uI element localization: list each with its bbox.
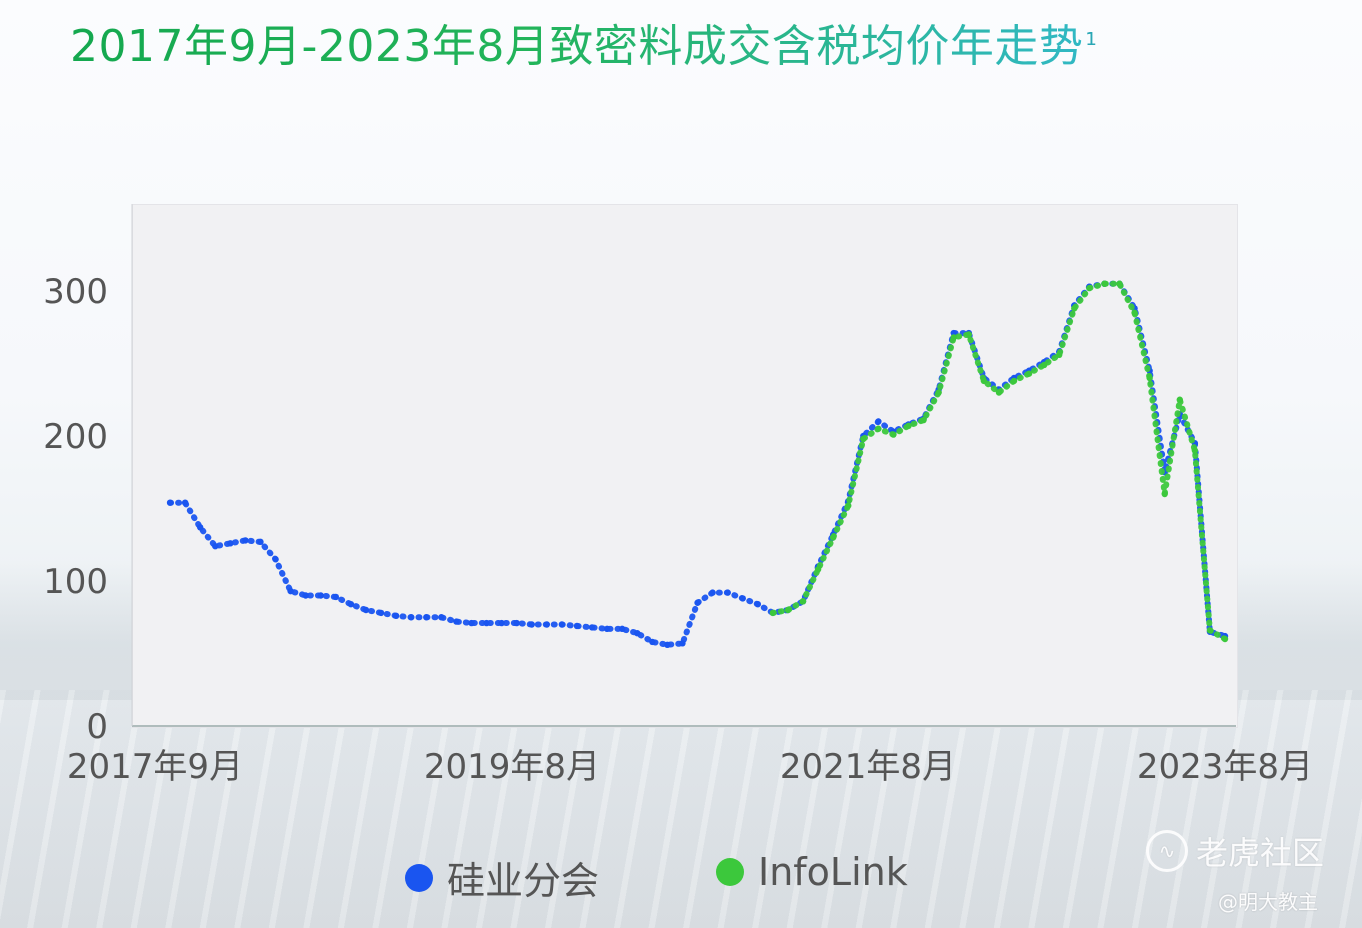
data-point [1161, 490, 1168, 498]
data-point [513, 619, 520, 627]
data-point [905, 422, 912, 430]
data-point [1221, 635, 1229, 643]
data-point [1056, 351, 1063, 358]
series-dotted-line [769, 280, 1228, 642]
axes: 0 100 200 300 2017年9月 2019年8月 2021年8月 2023年8月 [43, 204, 1313, 787]
data-point [664, 641, 671, 648]
data-point [739, 595, 746, 602]
data-point [1101, 280, 1108, 287]
data-point [1025, 370, 1033, 377]
data-point [1010, 377, 1018, 385]
x-tick-label: 2017年9月 [67, 747, 243, 787]
data-point [166, 499, 174, 506]
data-point [1131, 309, 1138, 316]
title-footnote-mark: 1 [1085, 29, 1098, 51]
data-point [468, 619, 475, 627]
data-point [875, 425, 882, 432]
data-point [242, 537, 249, 544]
data-point [694, 599, 701, 606]
y-tick-label: 200 [43, 417, 108, 457]
data-point [227, 540, 234, 547]
series-layer [166, 280, 1229, 648]
legend-marker-silicon-branch [405, 863, 433, 892]
data-point [287, 587, 294, 595]
tiger-logo-icon: ∿ [1146, 830, 1188, 872]
data-point [679, 640, 686, 647]
chart-title: 2017年9月-2023年8月致密料成交含税均价年走势 1 [70, 10, 1097, 74]
data-point [1146, 374, 1153, 382]
data-point [407, 614, 415, 621]
data-point [724, 589, 731, 596]
data-point [347, 601, 355, 608]
data-point [618, 625, 626, 633]
data-point [649, 638, 656, 646]
legend-label-infolink: InfoLink [758, 850, 908, 894]
watermark-author: @明大教主 [1218, 890, 1318, 914]
watermark-brand-text: 老虎社区 [1196, 834, 1325, 872]
data-point [875, 418, 882, 425]
x-tick-label: 2019年8月 [424, 747, 600, 787]
y-tick-label: 300 [43, 272, 108, 312]
data-point [1071, 305, 1078, 312]
data-point [980, 377, 988, 385]
data-point [212, 543, 219, 550]
data-point [890, 431, 897, 438]
data-point [1086, 284, 1093, 292]
data-point [573, 622, 581, 630]
data-point [332, 593, 340, 601]
data-point [498, 619, 505, 627]
watermark-brand: ∿ 老虎社区 [1146, 828, 1324, 874]
data-point [754, 601, 762, 608]
data-point [965, 331, 973, 338]
data-point [769, 609, 777, 617]
data-point [377, 609, 385, 617]
data-point [709, 589, 716, 596]
data-point [317, 592, 324, 599]
data-point [1206, 627, 1214, 634]
legend-marker-infolink [716, 858, 744, 886]
y-tick-label: 0 [86, 707, 108, 747]
data-point [453, 618, 460, 625]
data-point [483, 619, 490, 627]
data-point [197, 524, 204, 531]
background-solar-panels [0, 690, 1362, 928]
data-point [302, 592, 309, 599]
data-point [920, 416, 927, 424]
legend-label-silicon-branch: 硅业分会 [447, 859, 600, 903]
data-point [845, 502, 852, 509]
x-tick-label: 2023年8月 [1137, 747, 1313, 787]
legend-item-silicon-branch: 硅业分会 [405, 850, 599, 905]
data-point [362, 606, 370, 614]
data-point [257, 538, 264, 546]
series-silicon-branch [166, 280, 1229, 648]
data-point [423, 614, 430, 621]
data-point [860, 435, 867, 443]
data-point [588, 624, 596, 631]
data-point [181, 499, 189, 506]
y-tick-label: 100 [43, 562, 108, 602]
data-point [543, 621, 551, 628]
data-point [603, 625, 611, 633]
series-infolink [769, 280, 1229, 643]
x-tick-label: 2021年8月 [780, 747, 956, 787]
data-point [528, 621, 535, 628]
data-point [950, 334, 957, 341]
data-point [799, 598, 807, 605]
data-point [1176, 396, 1183, 403]
data-point [814, 566, 822, 573]
data-point [829, 534, 837, 541]
data-point [1191, 447, 1199, 454]
data-point [634, 630, 641, 637]
legend-item-infolink: InfoLink [716, 850, 908, 894]
data-point [272, 556, 279, 563]
data-point [935, 389, 942, 396]
data-point [1040, 361, 1048, 369]
data-point [438, 614, 445, 621]
data-point [784, 606, 792, 614]
data-point [995, 389, 1003, 396]
data-point [558, 621, 566, 628]
data-point [392, 612, 400, 619]
data-point [1116, 280, 1123, 287]
